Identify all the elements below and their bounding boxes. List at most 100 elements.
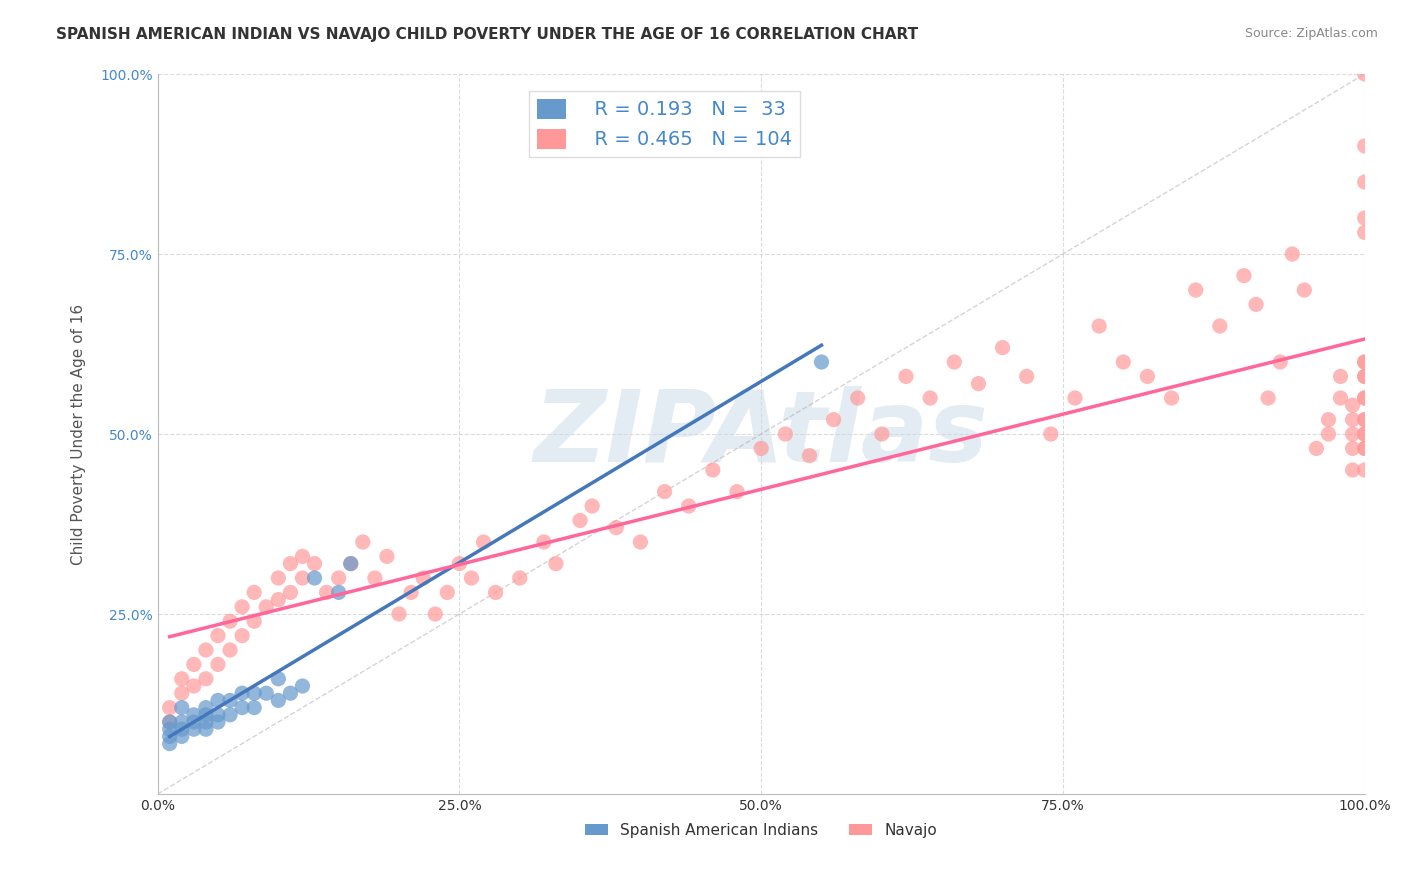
Point [1354,427,1376,442]
Point [254,686,277,700]
Text: SPANISH AMERICAN INDIAN VS NAVAJO CHILD POVERTY UNDER THE AGE OF 16 CORRELATION : SPANISH AMERICAN INDIAN VS NAVAJO CHILD … [56,27,918,42]
Point [436,585,458,599]
Point [1354,67,1376,81]
Point [1354,427,1376,442]
Point [605,520,627,534]
Point [399,585,422,599]
Point [460,571,482,585]
Point [207,657,229,672]
Point [267,693,290,707]
Point [207,693,229,707]
Point [254,599,277,614]
Point [1317,427,1340,442]
Point [339,557,361,571]
Point [280,585,302,599]
Point [243,585,266,599]
Point [170,700,193,714]
Point [1244,297,1267,311]
Point [243,700,266,714]
Point [775,427,797,442]
Point [304,571,326,585]
Point [1354,412,1376,426]
Y-axis label: Child Poverty Under the Age of 16: Child Poverty Under the Age of 16 [72,303,86,565]
Point [194,723,217,737]
Point [194,714,217,729]
Point [1329,391,1351,405]
Point [170,672,193,686]
Point [1341,463,1364,477]
Point [170,714,193,729]
Point [339,557,361,571]
Point [1354,139,1376,153]
Point [544,557,567,571]
Point [291,549,314,564]
Point [267,571,290,585]
Point [749,442,772,456]
Point [823,412,845,426]
Point [1329,369,1351,384]
Point [159,730,181,744]
Point [243,614,266,628]
Point [243,686,266,700]
Point [509,571,531,585]
Point [870,427,893,442]
Point [533,535,555,549]
Point [1064,391,1087,405]
Point [328,585,350,599]
Point [1281,247,1303,261]
Point [159,700,181,714]
Point [943,355,966,369]
Point [291,679,314,693]
Point [291,571,314,585]
Point [219,707,242,722]
Point [170,730,193,744]
Point [1305,442,1327,456]
Point [1341,427,1364,442]
Text: ZIPAtlas: ZIPAtlas [534,385,988,483]
Point [183,679,205,693]
Point [219,693,242,707]
Point [219,643,242,657]
Point [1233,268,1256,283]
Point [412,571,434,585]
Legend: Spanish American Indians, Navajo: Spanish American Indians, Navajo [579,817,943,844]
Point [569,513,592,527]
Point [472,535,495,549]
Point [170,723,193,737]
Point [1136,369,1159,384]
Point [328,571,350,585]
Point [991,341,1014,355]
Point [1354,442,1376,456]
Point [425,607,447,621]
Point [1354,391,1376,405]
Point [846,391,869,405]
Point [315,585,337,599]
Point [1354,412,1376,426]
Point [194,707,217,722]
Point [352,535,374,549]
Point [1112,355,1135,369]
Point [267,592,290,607]
Point [1354,442,1376,456]
Point [1341,412,1364,426]
Point [280,557,302,571]
Point [183,657,205,672]
Point [267,672,290,686]
Point [1039,427,1062,442]
Point [1257,391,1279,405]
Point [183,723,205,737]
Point [388,607,411,621]
Point [1354,369,1376,384]
Point [159,714,181,729]
Point [1354,226,1376,240]
Point [654,484,676,499]
Point [159,714,181,729]
Point [449,557,471,571]
Point [725,484,748,499]
Point [183,714,205,729]
Point [219,614,242,628]
Point [1184,283,1206,297]
Point [231,599,253,614]
Point [231,700,253,714]
Point [280,686,302,700]
